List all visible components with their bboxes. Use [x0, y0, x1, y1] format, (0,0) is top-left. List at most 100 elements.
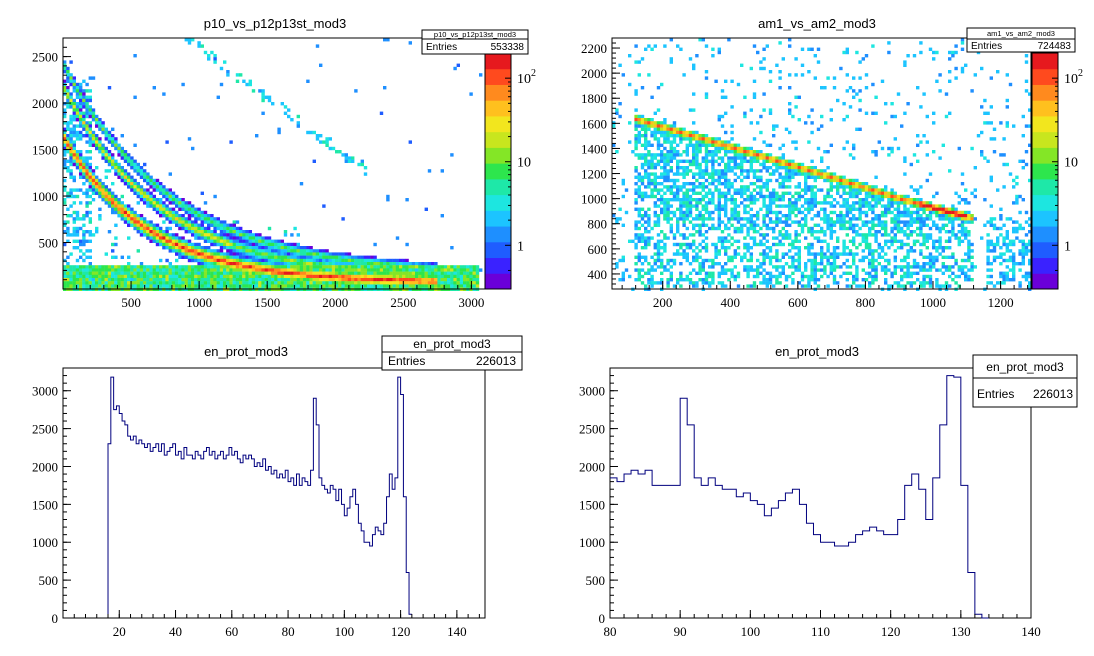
- heatmap-cell: [864, 198, 869, 202]
- heatmap-cell: [634, 262, 638, 266]
- heatmap-cell: [708, 265, 712, 269]
- heatmap-cell: [149, 278, 153, 282]
- heatmap-cell: [896, 214, 901, 218]
- heatmap-cell: [85, 284, 89, 288]
- heatmap-cell: [660, 252, 664, 256]
- heatmap-cell: [717, 210, 721, 215]
- heatmap-cell: [794, 198, 798, 202]
- heatmap-cell: [88, 265, 92, 269]
- heatmap-cell: [207, 268, 211, 272]
- heatmap-cell: [644, 130, 648, 135]
- heatmap-cell: [107, 274, 112, 279]
- heatmap-cell: [88, 111, 92, 115]
- heatmap-cell: [810, 265, 814, 269]
- heatmap-cell: [845, 278, 849, 282]
- heatmap-cell: [232, 278, 236, 282]
- heatmap-cell: [69, 130, 73, 135]
- heatmap-cell: [695, 246, 699, 250]
- heatmap-cell: [704, 92, 709, 96]
- heatmap-cell: [133, 265, 137, 269]
- heatmap-cell: [165, 230, 169, 234]
- heatmap-cell: [848, 265, 853, 269]
- heatmap-cell: [877, 223, 881, 227]
- heatmap-cell: [184, 255, 188, 259]
- heatmap-cell: [628, 54, 632, 58]
- heatmap-cell: [711, 172, 715, 176]
- heatmap-cell: [688, 134, 693, 138]
- heatmap-cell: [82, 156, 86, 160]
- heatmap-cell: [287, 249, 291, 253]
- heatmap-cell: [858, 214, 862, 218]
- heatmap-cell: [743, 114, 747, 119]
- heatmap-cell: [884, 242, 888, 247]
- heatmap-cell: [408, 281, 412, 285]
- heatmap-cell: [287, 268, 291, 272]
- heatmap-cell: [194, 274, 198, 279]
- heatmap-cell: [280, 278, 284, 282]
- heatmap-cell: [88, 255, 92, 259]
- heatmap-cell: [772, 220, 776, 224]
- heatmap-cell: [280, 262, 284, 266]
- heatmap-cell: [239, 73, 243, 77]
- heatmap-cell: [91, 284, 96, 288]
- heatmap-cell: [114, 278, 118, 282]
- heatmap-cell: [807, 274, 811, 279]
- heatmap-cell: [695, 207, 699, 211]
- heatmap-cell: [66, 102, 70, 106]
- heatmap-cell: [800, 230, 805, 234]
- heatmap-cell: [640, 86, 645, 90]
- heatmap-cell: [82, 217, 86, 221]
- heatmap-cell: [434, 262, 438, 266]
- heatmap-cell: [63, 114, 67, 119]
- heatmap-cell: [239, 274, 243, 279]
- heatmap-cell: [676, 194, 680, 199]
- heatmap-cell: [890, 201, 894, 205]
- heatmap-cell: [695, 166, 699, 170]
- heatmap-cell: [82, 79, 86, 83]
- heatmap-cell: [261, 284, 265, 288]
- heatmap-cell: [328, 268, 332, 272]
- heatmap-cell: [75, 217, 80, 221]
- heatmap-cell: [123, 274, 128, 279]
- heatmap-cell: [864, 239, 869, 243]
- heatmap-cell: [640, 236, 645, 240]
- heatmap-cell: [75, 105, 80, 109]
- heatmap-cell: [331, 252, 336, 256]
- heatmap-cell: [88, 156, 92, 160]
- heatmap-cell: [66, 262, 70, 266]
- heatmap-cell: [72, 124, 76, 128]
- heatmap-cell: [909, 162, 913, 167]
- heatmap-cell: [720, 182, 725, 186]
- heatmap-cell: [813, 223, 817, 227]
- heatmap-cell: [191, 220, 195, 224]
- heatmap-cell: [373, 268, 377, 272]
- heatmap-cell: [223, 268, 227, 272]
- heatmap-cell: [63, 159, 67, 163]
- heatmap-cell: [656, 143, 661, 147]
- heatmap-cell: [640, 114, 645, 119]
- heatmap-cell: [72, 178, 76, 183]
- heatmap-cell: [98, 274, 102, 279]
- heatmap-cell: [634, 233, 638, 237]
- heatmap-cell: [171, 274, 176, 279]
- heatmap-cell: [472, 271, 476, 275]
- heatmap-cell: [640, 178, 645, 183]
- heatmap-cell: [647, 220, 651, 224]
- heatmap-cell: [708, 201, 712, 205]
- heatmap-cell: [669, 198, 673, 202]
- heatmap-cell: [733, 156, 737, 160]
- heatmap-cell: [698, 137, 702, 141]
- heatmap-cell: [871, 252, 875, 256]
- heatmap-cell: [187, 204, 192, 208]
- heatmap-cell: [351, 281, 355, 285]
- heatmap-cell: [775, 249, 779, 253]
- heatmap-cell: [219, 230, 224, 234]
- heatmap-cell: [724, 150, 728, 154]
- heatmap-cell: [727, 178, 731, 183]
- heatmap-cell: [743, 111, 747, 115]
- heatmap-cell: [255, 262, 259, 266]
- heatmap-cell: [836, 255, 840, 259]
- heatmap-cell: [370, 255, 374, 259]
- heatmap-cell: [903, 63, 907, 67]
- heatmap-cell: [900, 246, 904, 250]
